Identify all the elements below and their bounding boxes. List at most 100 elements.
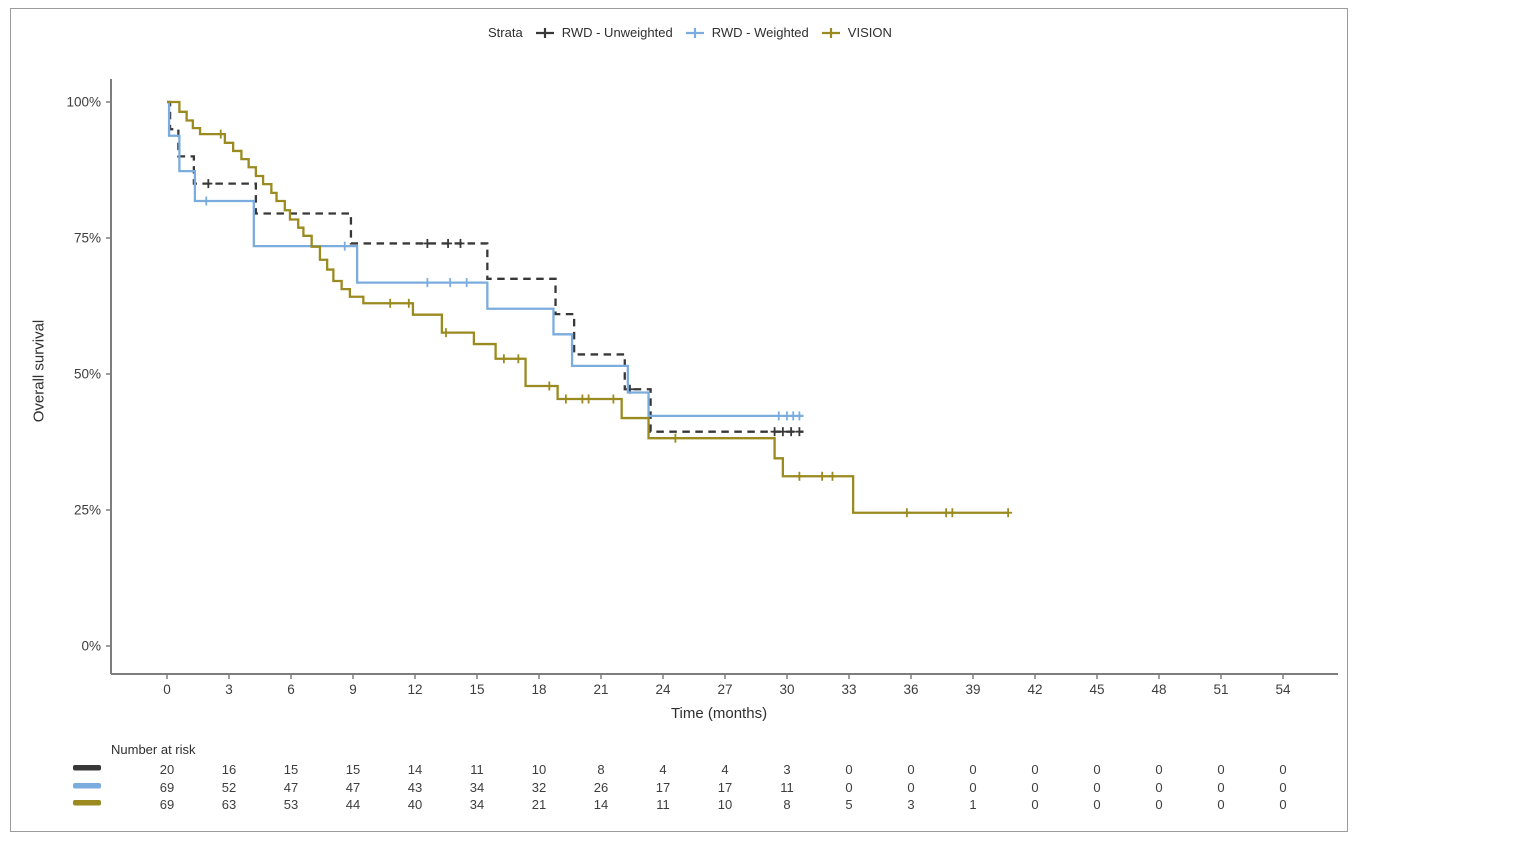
risk-count: 10 <box>718 797 732 812</box>
risk-count: 8 <box>597 762 604 777</box>
tick-label: 24 <box>655 682 671 697</box>
risk-count: 3 <box>907 797 914 812</box>
risk-count: 20 <box>160 762 174 777</box>
tick-label: 0% <box>81 639 101 654</box>
risk-count: 0 <box>1031 762 1038 777</box>
tick-label: 15 <box>469 682 484 697</box>
risk-count: 43 <box>408 780 422 795</box>
risk-count: 0 <box>1155 780 1162 795</box>
km-figure: 0 3 6 9 12 15 18 21 24 27 30 33 36 39 42 45 48 51 54 0% 25% 5… <box>10 8 1348 832</box>
risk-count: 0 <box>1217 780 1224 795</box>
risk-count: 10 <box>532 762 546 777</box>
tick-label: 100% <box>66 95 101 110</box>
risk-row-swatch <box>73 783 101 789</box>
series-vision <box>167 100 1013 518</box>
risk-count: 26 <box>594 780 608 795</box>
tick-label: 42 <box>1027 682 1042 697</box>
risk-count: 0 <box>1279 780 1286 795</box>
tick-label: 51 <box>1213 682 1228 697</box>
tick-label: 36 <box>903 682 918 697</box>
tick-label: 25% <box>74 503 101 518</box>
risk-row-swatch <box>73 765 101 771</box>
legend: Strata RWD - Unweighted RWD - Weighted <box>488 25 892 40</box>
legend-item-rwd-weighted: RWD - Weighted <box>684 25 809 40</box>
series-rwd-unweighted <box>167 100 804 437</box>
risk-count: 53 <box>284 797 298 812</box>
tick-label: 3 <box>225 682 233 697</box>
plus-line-marker-icon <box>821 27 840 38</box>
risk-count: 44 <box>346 797 360 812</box>
risk-count: 8 <box>783 797 790 812</box>
risk-table: 20 16 15 15 14 11 10 8 4 4 3 0 0 0 0 0 0 0 069 52 47 47 43 34 32… <box>73 762 1287 812</box>
risk-count: 32 <box>532 780 546 795</box>
risk-count: 16 <box>222 762 236 777</box>
tick-label: 33 <box>841 682 856 697</box>
risk-count: 0 <box>1031 797 1038 812</box>
tick-label: 75% <box>74 231 101 246</box>
risk-count: 17 <box>656 780 670 795</box>
survival-curve <box>167 100 1009 514</box>
risk-count: 0 <box>845 762 852 777</box>
tick-label: 6 <box>287 682 295 697</box>
risk-count: 4 <box>659 762 666 777</box>
risk-count: 0 <box>1031 780 1038 795</box>
risk-count: 15 <box>346 762 360 777</box>
y-axis-title: Overall survival <box>30 319 48 423</box>
risk-count: 11 <box>780 780 794 795</box>
risk-count: 0 <box>907 762 914 777</box>
risk-count: 0 <box>969 762 976 777</box>
survival-curve <box>167 100 804 433</box>
risk-count: 21 <box>532 797 546 812</box>
legend-label: VISION <box>847 25 892 40</box>
risk-count: 0 <box>1155 797 1162 812</box>
survival-curve <box>167 100 804 418</box>
axes: 0 3 6 9 12 15 18 21 24 27 30 33 36 39 42 45 48 51 540%25%5… <box>66 79 1338 697</box>
risk-count: 3 <box>783 762 790 777</box>
risk-count: 40 <box>408 797 422 812</box>
risk-count: 69 <box>160 780 174 795</box>
legend-item-rwd-unweighted: RWD - Unweighted <box>534 25 673 40</box>
risk-count: 14 <box>408 762 422 777</box>
risk-row-swatch <box>73 800 101 806</box>
km-plot-svg: 0 3 6 9 12 15 18 21 24 27 30 33 36 39 42 45 48 51 540%25%5… <box>66 79 1338 812</box>
risk-count: 0 <box>1217 797 1224 812</box>
tick-label: 9 <box>349 682 357 697</box>
risk-count: 63 <box>222 797 236 812</box>
risk-count: 11 <box>470 762 484 777</box>
risk-count: 0 <box>1217 762 1224 777</box>
tick-label: 45 <box>1089 682 1104 697</box>
series-rwd-weighted <box>167 100 804 421</box>
risk-count: 0 <box>1093 762 1100 777</box>
risk-count: 14 <box>594 797 608 812</box>
tick-label: 18 <box>531 682 546 697</box>
tick-label: 0 <box>163 682 171 697</box>
risk-count: 4 <box>721 762 728 777</box>
risk-count: 0 <box>907 780 914 795</box>
risk-count: 47 <box>346 780 360 795</box>
risk-count: 5 <box>845 797 852 812</box>
risk-count: 0 <box>1093 780 1100 795</box>
tick-label: 39 <box>965 682 980 697</box>
tick-label: 48 <box>1151 682 1166 697</box>
tick-label: 30 <box>779 682 794 697</box>
risk-count: 69 <box>160 797 174 812</box>
risk-count: 34 <box>470 797 484 812</box>
plus-line-marker-icon <box>685 27 704 38</box>
x-axis-title: Time (months) <box>670 705 768 722</box>
legend-label: RWD - Unweighted <box>561 25 673 40</box>
risk-count: 1 <box>969 797 976 812</box>
risk-count: 0 <box>1279 762 1286 777</box>
risk-count: 0 <box>1093 797 1100 812</box>
legend-label: RWD - Weighted <box>711 25 809 40</box>
risk-count: 34 <box>470 780 484 795</box>
tick-label: 50% <box>74 367 101 382</box>
risk-count: 11 <box>656 797 670 812</box>
legend-title: Strata <box>488 25 523 40</box>
risk-count: 0 <box>969 780 976 795</box>
risk-count: 0 <box>845 780 852 795</box>
risk-count: 0 <box>1155 762 1162 777</box>
risk-count: 52 <box>222 780 236 795</box>
risk-count: 47 <box>284 780 298 795</box>
legend-item-vision: VISION <box>820 25 892 40</box>
